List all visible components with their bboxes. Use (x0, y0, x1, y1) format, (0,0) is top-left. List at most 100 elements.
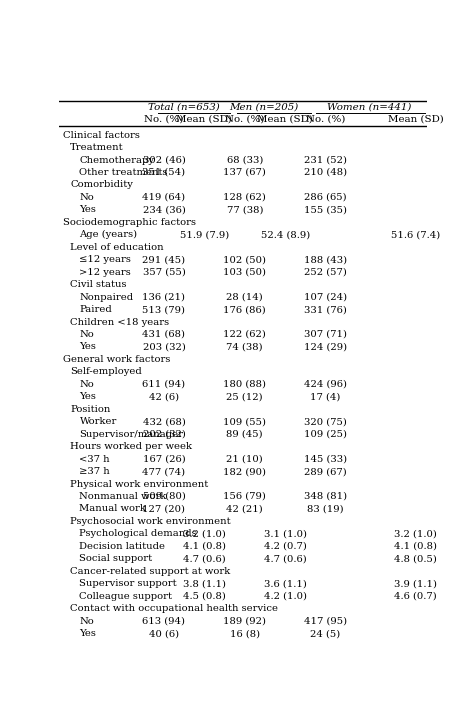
Text: 289 (67): 289 (67) (304, 467, 347, 476)
Text: 51.6 (7.4): 51.6 (7.4) (391, 230, 440, 239)
Text: 331 (76): 331 (76) (304, 305, 347, 314)
Text: >12 years: >12 years (80, 268, 131, 277)
Text: 107 (24): 107 (24) (304, 292, 347, 302)
Text: 24 (5): 24 (5) (310, 629, 341, 638)
Text: 122 (62): 122 (62) (223, 330, 266, 339)
Text: 89 (45): 89 (45) (227, 430, 263, 439)
Text: Self-employed: Self-employed (70, 367, 142, 376)
Text: Yes: Yes (80, 205, 96, 214)
Text: Contact with occupational health service: Contact with occupational health service (70, 604, 278, 613)
Text: Paired: Paired (80, 305, 112, 314)
Text: Level of education: Level of education (70, 243, 164, 252)
Text: 611 (94): 611 (94) (142, 380, 185, 389)
Text: 3.9 (1.1): 3.9 (1.1) (394, 579, 437, 588)
Text: No. (%): No. (%) (144, 115, 183, 124)
Text: Comorbidity: Comorbidity (70, 180, 133, 189)
Text: Social support: Social support (80, 554, 153, 563)
Text: 40 (6): 40 (6) (149, 629, 179, 638)
Text: 103 (50): 103 (50) (223, 268, 266, 277)
Text: 4.5 (0.8): 4.5 (0.8) (183, 592, 226, 601)
Text: 109 (55): 109 (55) (223, 417, 266, 426)
Text: 83 (19): 83 (19) (307, 505, 344, 513)
Text: Total (n=653): Total (n=653) (147, 103, 219, 112)
Text: 156 (79): 156 (79) (223, 492, 266, 501)
Text: Colleague support: Colleague support (80, 592, 173, 601)
Text: 176 (86): 176 (86) (223, 305, 266, 314)
Text: 291 (45): 291 (45) (142, 256, 185, 264)
Text: ≥37 h: ≥37 h (80, 467, 110, 476)
Text: 42 (21): 42 (21) (227, 505, 263, 513)
Text: Age (years): Age (years) (80, 230, 137, 240)
Text: 109 (25): 109 (25) (304, 430, 347, 439)
Text: Sociodemographic factors: Sociodemographic factors (63, 218, 196, 227)
Text: Women (n=441): Women (n=441) (328, 103, 412, 112)
Text: 509 (80): 509 (80) (143, 492, 185, 501)
Text: Nonmanual work: Nonmanual work (80, 492, 167, 501)
Text: 155 (35): 155 (35) (304, 205, 347, 214)
Text: Position: Position (70, 405, 110, 414)
Text: Yes: Yes (80, 629, 96, 638)
Text: 127 (20): 127 (20) (143, 505, 185, 513)
Text: 167 (26): 167 (26) (143, 455, 185, 464)
Text: 252 (57): 252 (57) (304, 268, 347, 277)
Text: 3.1 (1.0): 3.1 (1.0) (264, 529, 307, 539)
Text: 203 (32): 203 (32) (143, 342, 185, 352)
Text: 25 (12): 25 (12) (227, 392, 263, 401)
Text: 180 (88): 180 (88) (223, 380, 266, 389)
Text: 77 (38): 77 (38) (227, 205, 263, 214)
Text: 307 (71): 307 (71) (304, 330, 347, 339)
Text: Mean (SD): Mean (SD) (176, 115, 232, 124)
Text: 74 (38): 74 (38) (227, 342, 263, 352)
Text: 4.2 (1.0): 4.2 (1.0) (264, 592, 307, 601)
Text: 417 (95): 417 (95) (304, 617, 347, 625)
Text: Yes: Yes (80, 342, 96, 352)
Text: Civil status: Civil status (70, 280, 127, 289)
Text: Worker: Worker (80, 417, 117, 426)
Text: Other treatments: Other treatments (80, 168, 168, 177)
Text: Decision latitude: Decision latitude (80, 542, 165, 551)
Text: No: No (80, 617, 94, 625)
Text: 351 (54): 351 (54) (142, 168, 185, 177)
Text: 4.2 (0.7): 4.2 (0.7) (264, 542, 307, 551)
Text: ≤12 years: ≤12 years (80, 256, 131, 264)
Text: 3.2 (1.0): 3.2 (1.0) (183, 529, 226, 539)
Text: 145 (33): 145 (33) (304, 455, 347, 464)
Text: No. (%): No. (%) (306, 115, 345, 124)
Text: 431 (68): 431 (68) (143, 330, 185, 339)
Text: Chemotherapy: Chemotherapy (80, 155, 155, 165)
Text: 4.6 (0.7): 4.6 (0.7) (394, 592, 437, 601)
Text: 136 (21): 136 (21) (143, 292, 185, 302)
Text: Psychological demands: Psychological demands (80, 529, 197, 539)
Text: 419 (64): 419 (64) (142, 193, 185, 202)
Text: No. (%): No. (%) (225, 115, 264, 124)
Text: Physical work environment: Physical work environment (70, 479, 209, 489)
Text: 182 (90): 182 (90) (223, 467, 266, 476)
Text: Men (n=205): Men (n=205) (229, 103, 299, 112)
Text: 3.2 (1.0): 3.2 (1.0) (394, 529, 437, 539)
Text: 357 (55): 357 (55) (143, 268, 185, 277)
Text: 137 (67): 137 (67) (223, 168, 266, 177)
Text: 68 (33): 68 (33) (227, 155, 263, 165)
Text: No: No (80, 193, 94, 202)
Text: Mean (SD): Mean (SD) (388, 115, 444, 124)
Text: 52.4 (8.9): 52.4 (8.9) (261, 230, 310, 239)
Text: Hours worked per week: Hours worked per week (70, 442, 192, 451)
Text: 3.6 (1.1): 3.6 (1.1) (264, 579, 307, 588)
Text: 51.9 (7.9): 51.9 (7.9) (180, 230, 229, 239)
Text: Children <18 years: Children <18 years (70, 318, 169, 326)
Text: 4.1 (0.8): 4.1 (0.8) (183, 542, 226, 551)
Text: 102 (50): 102 (50) (223, 256, 266, 264)
Text: 477 (74): 477 (74) (142, 467, 185, 476)
Text: General work factors: General work factors (63, 355, 170, 364)
Text: 348 (81): 348 (81) (304, 492, 347, 501)
Text: 302 (46): 302 (46) (143, 155, 185, 165)
Text: Yes: Yes (80, 392, 96, 401)
Text: 4.7 (0.6): 4.7 (0.6) (183, 554, 226, 563)
Text: Cancer-related support at work: Cancer-related support at work (70, 567, 230, 575)
Text: Supervisor support: Supervisor support (80, 579, 177, 588)
Text: No: No (80, 380, 94, 389)
Text: 4.8 (0.5): 4.8 (0.5) (394, 554, 437, 563)
Text: Clinical factors: Clinical factors (63, 131, 140, 139)
Text: 4.1 (0.8): 4.1 (0.8) (394, 542, 437, 551)
Text: 613 (94): 613 (94) (143, 617, 185, 625)
